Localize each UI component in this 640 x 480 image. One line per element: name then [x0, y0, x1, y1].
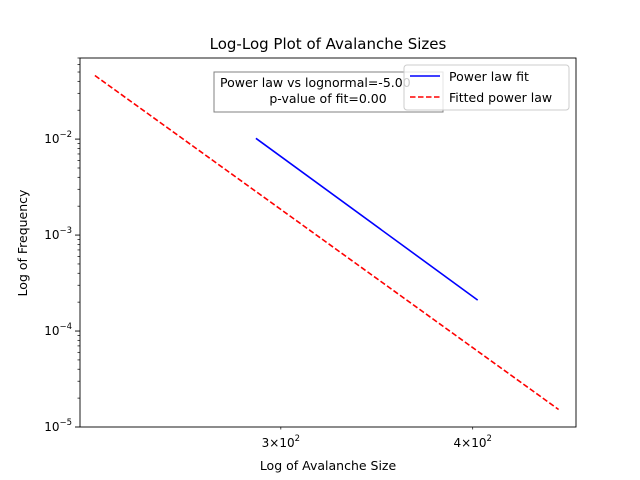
series-line-fitted-power-law — [94, 74, 560, 411]
y-tick-label: 10−3 — [44, 226, 72, 242]
series-layer — [94, 74, 560, 411]
plot-frame — [79, 57, 577, 428]
y-tick-label: 10−2 — [44, 130, 72, 146]
x-axis-ticks: 3×102 4×102 — [262, 427, 492, 450]
x-axis-label: Log of Avalanche Size — [260, 458, 397, 473]
legend-label-fitted-power-law: Fitted power law — [449, 90, 552, 105]
y-axis-ticks: 10−5 10−4 10−3 10−2 — [44, 57, 80, 434]
y-tick-label: 10−5 — [44, 418, 72, 434]
series-line-power-law-fit — [255, 137, 479, 301]
chart-title: Log-Log Plot of Avalanche Sizes — [210, 35, 447, 53]
annotation-line-2: p-value of fit=0.00 — [269, 91, 386, 106]
legend-frame — [403, 64, 570, 111]
x-tick-label: 3×102 — [262, 434, 300, 450]
legend-label-power-law-fit: Power law fit — [449, 69, 529, 84]
y-tick-label: 10−4 — [44, 322, 72, 338]
legend: Power law fit Fitted power law — [403, 64, 570, 111]
plot-area — [79, 57, 577, 428]
x-tick-label: 4×102 — [454, 434, 492, 450]
annotation-line-1: Power law vs lognormal=-5.00 — [220, 75, 411, 90]
y-axis-label: Log of Frequency — [15, 189, 30, 296]
